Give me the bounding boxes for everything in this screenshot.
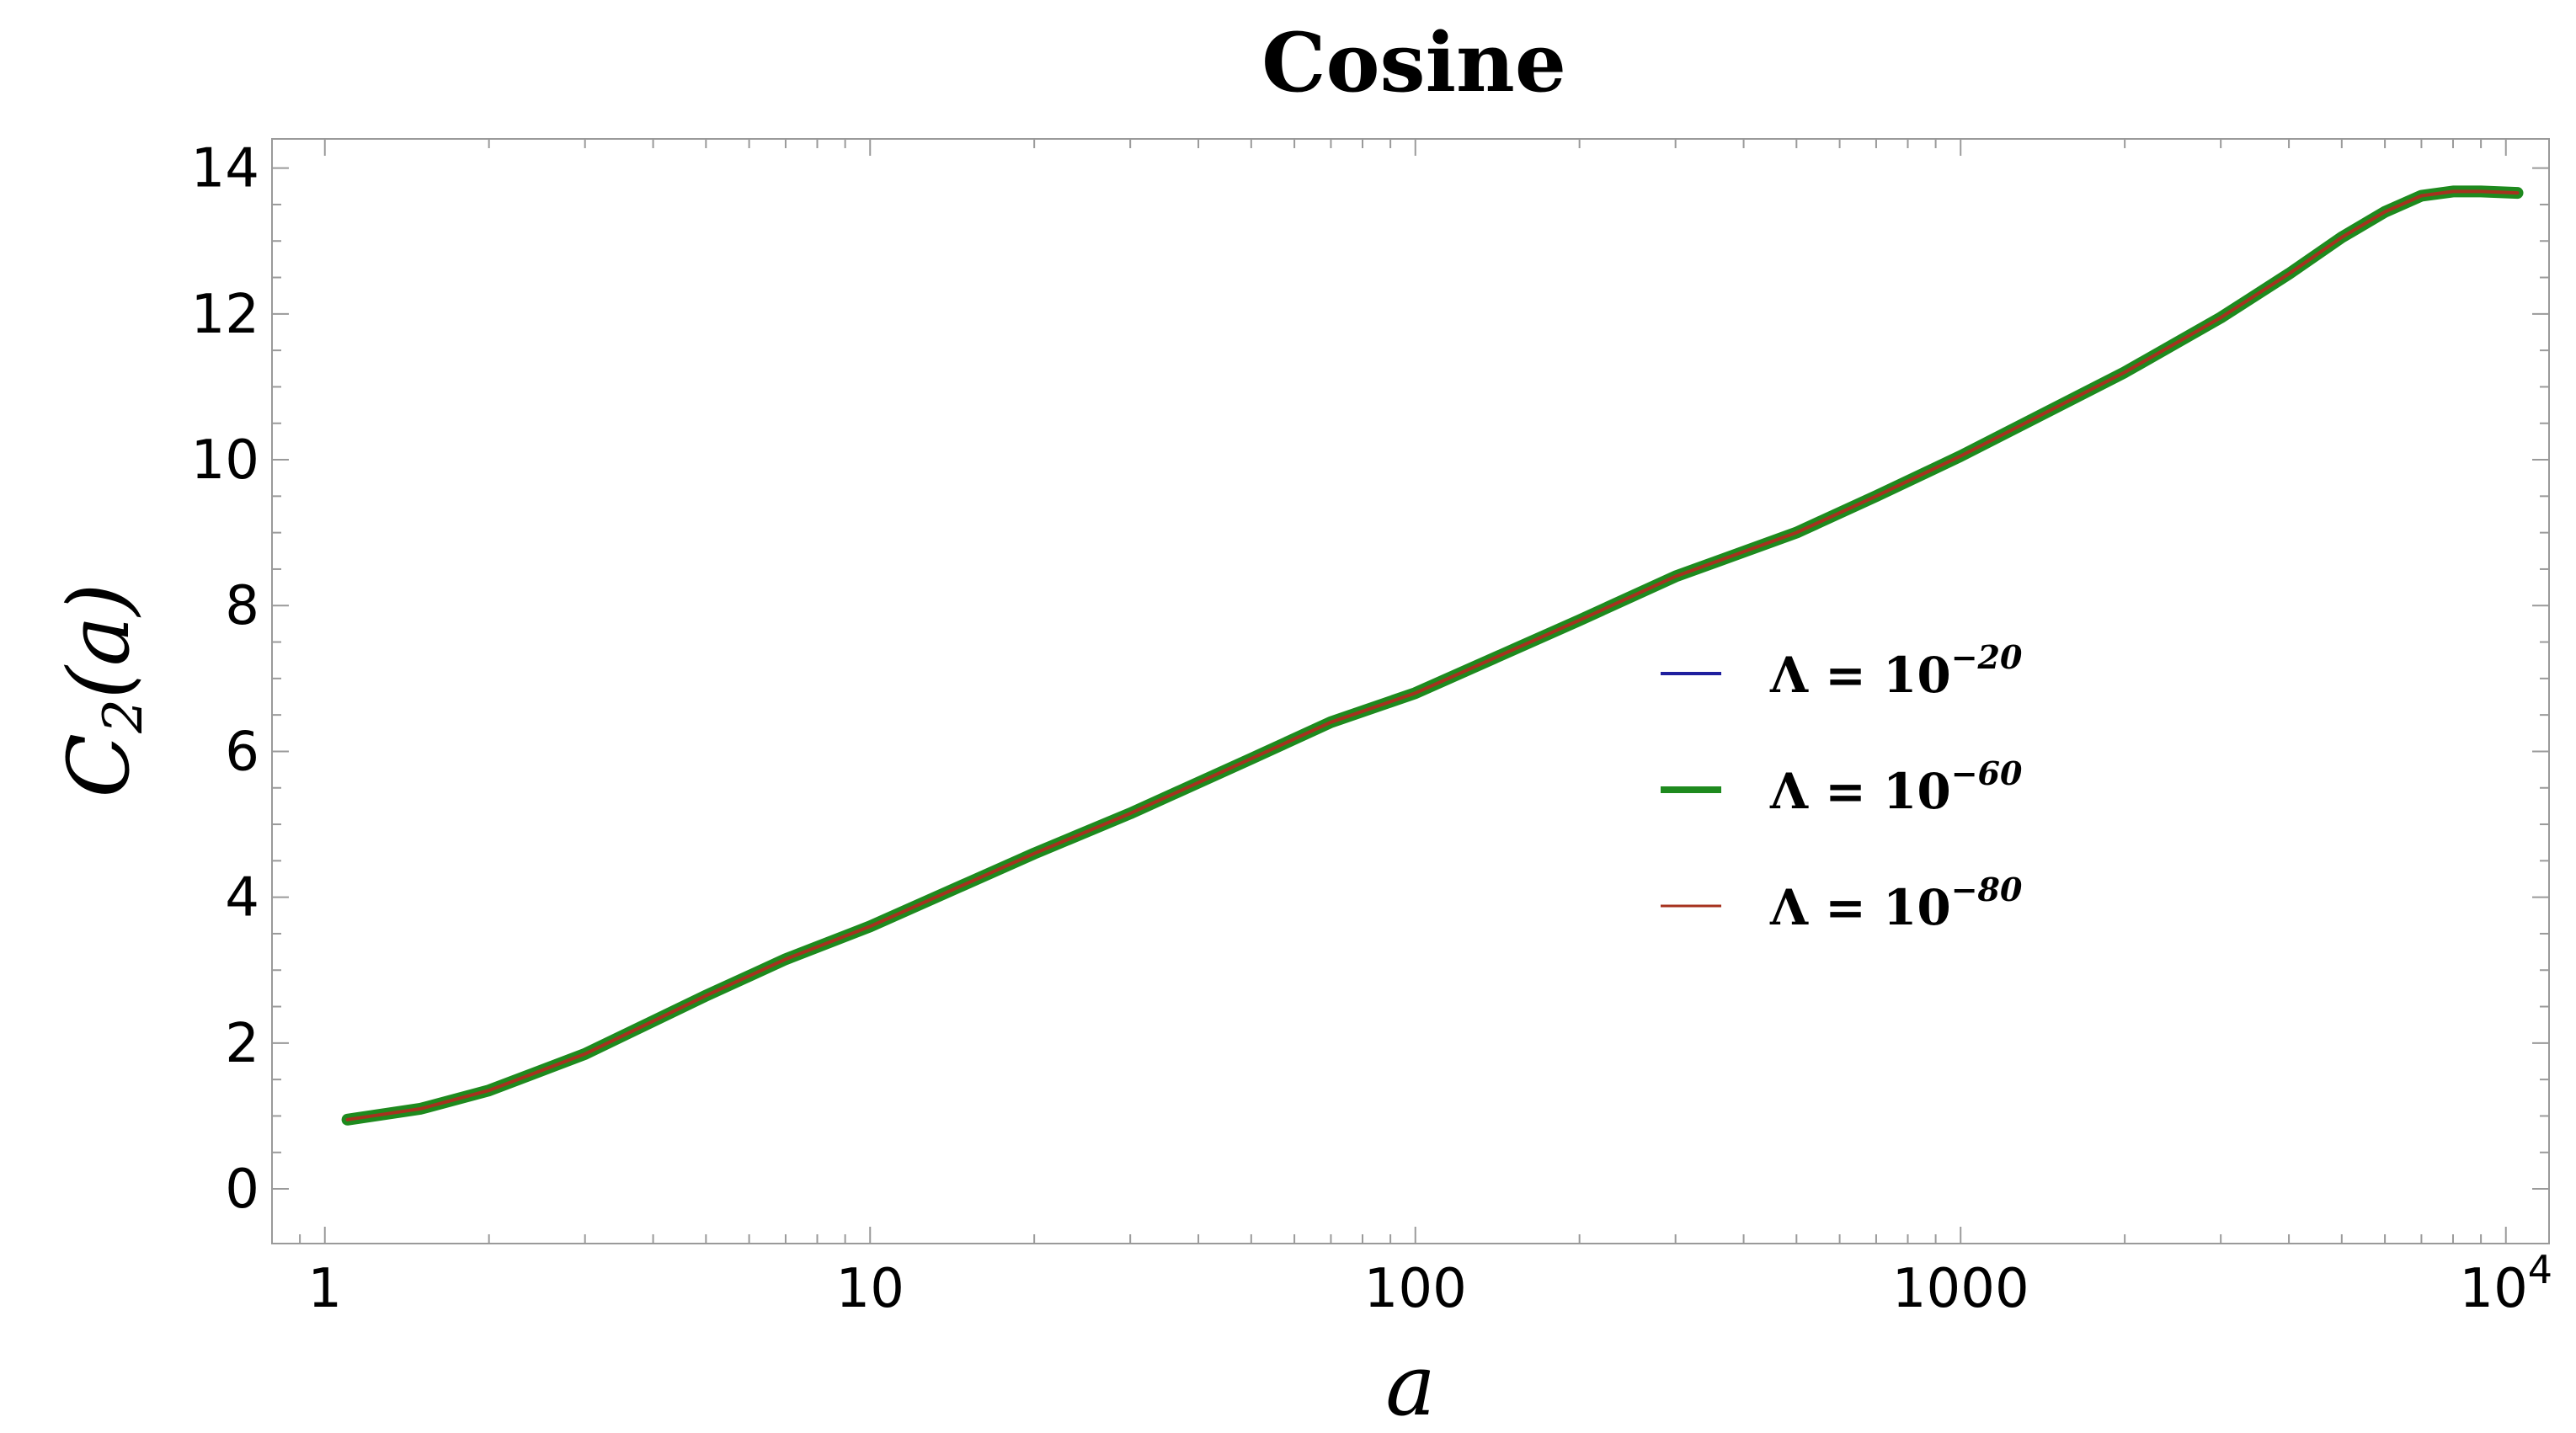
y-axis-label-main: C: [50, 733, 148, 798]
y-tick-label: 10: [191, 429, 259, 492]
y-tick-label: 12: [191, 284, 259, 346]
x-tick-label: 104: [2459, 1247, 2552, 1320]
x-minor-ticks: [271, 139, 2507, 1244]
series-line: [341, 185, 2524, 1126]
x-tick-label: 1: [307, 1258, 342, 1320]
y-tick-label: 6: [225, 721, 259, 783]
legend-entry-label: Λ = 10−20: [1769, 638, 2023, 704]
x-tick-label: 10: [836, 1258, 904, 1320]
legend-entry-label: Λ = 10−60: [1769, 754, 2023, 820]
x-tick-label-base: 100: [1364, 1258, 1467, 1320]
y-minor-ticks: [272, 167, 2549, 1191]
x-tick-label: 1000: [1892, 1258, 2029, 1320]
x-axis-label: a: [1385, 1336, 1436, 1433]
legend-entry-name: Λ = 10: [1769, 763, 1951, 820]
x-tick-label-sup: 4: [2528, 1247, 2552, 1292]
x-tick-label-base: 10: [2459, 1258, 2527, 1320]
plot-frame: [271, 138, 2550, 1244]
legend-entry-exponent: −20: [1951, 638, 2023, 676]
y-tick-label: 0: [225, 1159, 259, 1221]
series-layer: [341, 185, 2524, 1126]
y-axis-label-sub: 2: [93, 699, 155, 734]
legend-entry-name: Λ = 10: [1769, 879, 1951, 936]
y-axis-label-arg: (a): [50, 583, 148, 700]
chart-title: Cosine: [1261, 15, 1566, 110]
legend-entry-exponent: −80: [1951, 871, 2023, 908]
y-axis-label: C2(a): [50, 583, 155, 798]
y-tick-label: 4: [225, 867, 259, 930]
x-tick-label-base: 10: [836, 1258, 904, 1320]
y-tick-label: 14: [191, 138, 259, 200]
x-tick-label: 100: [1364, 1258, 1467, 1320]
legend-entry-exponent: −60: [1951, 754, 2023, 792]
legend-entry-label: Λ = 10−80: [1769, 871, 2023, 936]
series-line: [345, 189, 2520, 1121]
legend-entry-name: Λ = 10: [1769, 647, 1951, 704]
x-tick-label-base: 1: [307, 1258, 342, 1320]
x-tick-label-base: 1000: [1892, 1258, 2029, 1320]
legend: Λ = 10−20Λ = 10−60Λ = 10−80: [1661, 638, 2023, 936]
y-tick-label: 8: [225, 575, 259, 637]
y-tick-label: 2: [225, 1013, 259, 1075]
x-axis-ticks: 1 10 100 1000 104: [307, 1247, 2552, 1320]
y-axis-ticks: 0 2 4 6 8 10 12 14: [191, 138, 259, 1221]
